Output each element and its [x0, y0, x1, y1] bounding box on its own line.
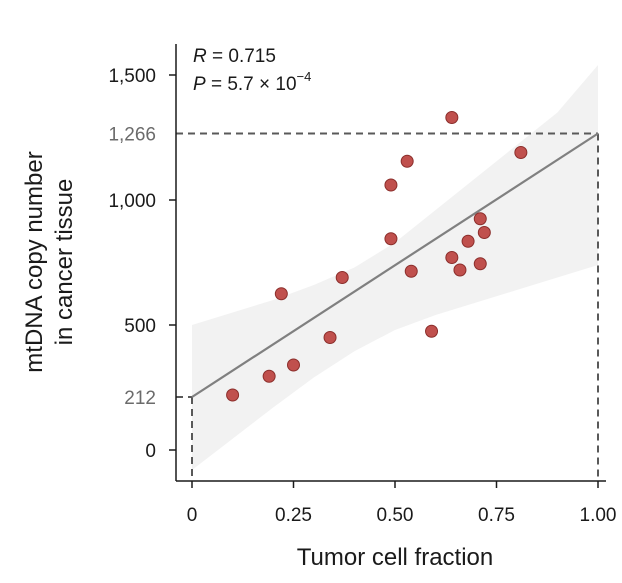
correlation-r-annotation: R = 0.715 [193, 46, 276, 67]
data-point [274, 287, 288, 301]
data-point [384, 178, 398, 192]
r-value: = 0.715 [207, 46, 276, 67]
y-tick-label: 1,500 [108, 66, 156, 87]
p-exponent: −4 [297, 69, 312, 84]
x-tick-label: 0.25 [275, 505, 312, 526]
confidence-band-layer [192, 65, 598, 470]
data-point [473, 212, 487, 226]
r-symbol: R [193, 46, 207, 67]
data-point [514, 146, 528, 159]
data-point [323, 331, 337, 344]
x-tick-label: 1.00 [580, 505, 617, 526]
data-point [400, 154, 414, 168]
x-tick-label: 0.50 [377, 505, 414, 526]
data-point [404, 264, 418, 278]
y-axis-title-line-2: in cancer tissue [51, 179, 78, 346]
x-tick-label: 0.75 [478, 505, 515, 526]
y-tick-label: 1,000 [108, 191, 156, 212]
data-point [262, 369, 276, 383]
y-tick-label: 500 [124, 316, 156, 337]
reference-value-label: 212 [124, 388, 156, 409]
confidence-band [192, 65, 598, 470]
x-axis-title: Tumor cell fraction [297, 544, 494, 571]
data-point [445, 251, 459, 264]
regression-line [191, 132, 599, 398]
data-point [477, 226, 491, 239]
x-tick-label: 0 [187, 505, 198, 526]
data-point [445, 111, 459, 124]
data-points-layer [226, 111, 528, 402]
y-axis-title-line-1: mtDNA copy number [21, 151, 48, 372]
axes-layer [169, 44, 606, 488]
p-value: = 5.7 × 10 [206, 74, 297, 95]
data-point [287, 358, 300, 372]
data-point [384, 232, 398, 246]
p-value-annotation: P = 5.7 × 10−4 [193, 69, 311, 95]
regression-layer [191, 132, 599, 398]
reference-lines-layer [176, 132, 599, 481]
p-symbol: P [193, 74, 206, 95]
data-point [425, 324, 439, 338]
data-point [461, 234, 475, 248]
data-point [226, 388, 240, 402]
reference-value-label: 1,266 [108, 125, 156, 146]
y-tick-label: 0 [145, 441, 156, 462]
data-point [453, 263, 467, 277]
data-point [335, 271, 349, 284]
data-point [473, 257, 487, 271]
labels-layer: 0 500 1,000 1,500 0 0.25 0.50 0.75 1.00 212 1,266 [108, 66, 616, 526]
